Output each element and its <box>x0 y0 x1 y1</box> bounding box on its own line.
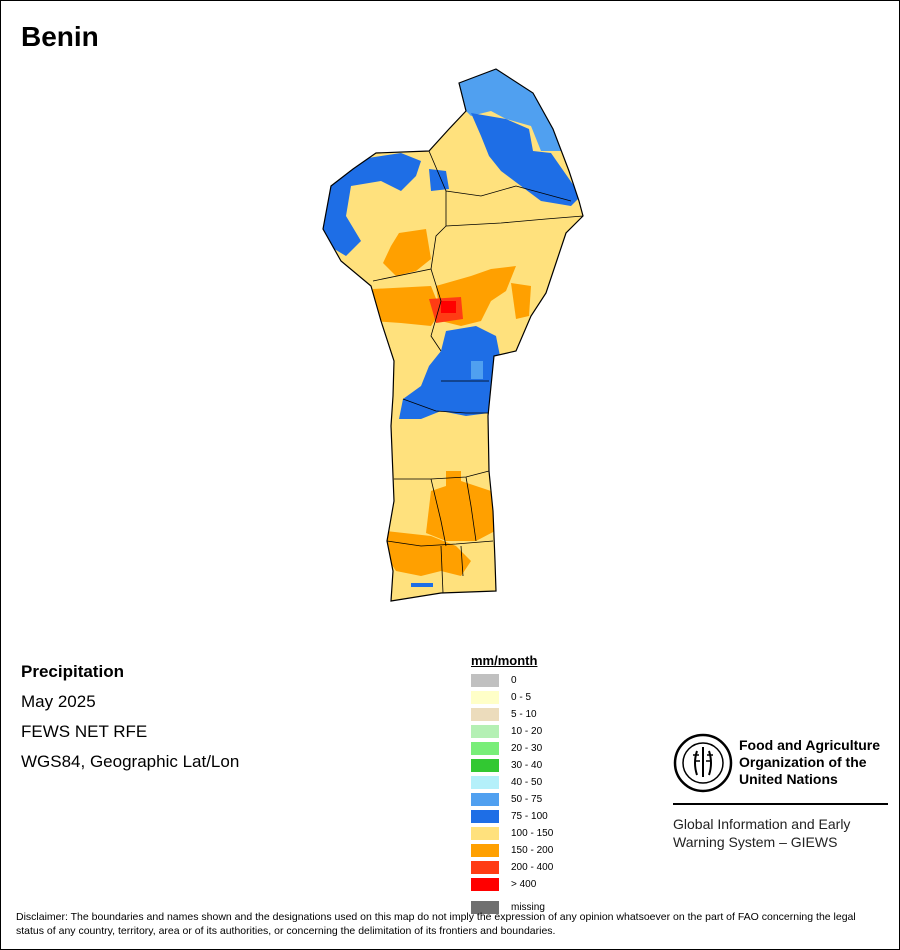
legend-swatch <box>471 827 499 840</box>
legend-title: mm/month <box>471 653 538 668</box>
legend-item: 30 - 40 <box>471 757 553 774</box>
legend-swatch <box>471 691 499 704</box>
legend-item: 5 - 10 <box>471 706 553 723</box>
legend-label: 10 - 20 <box>511 726 543 737</box>
legend-item: > 400 <box>471 876 553 893</box>
legend-label: 150 - 200 <box>511 845 554 856</box>
fao-logo-icon <box>673 733 733 793</box>
legend-label: missing <box>511 902 545 913</box>
legend-label: 100 - 150 <box>511 828 554 839</box>
legend-swatch <box>471 742 499 755</box>
legend-item: 100 - 150 <box>471 825 553 842</box>
legend-label: 50 - 75 <box>511 794 543 805</box>
rainfall-raster <box>323 69 583 601</box>
org-name: Food and Agriculture Organization of the… <box>739 737 899 788</box>
legend-swatch <box>471 901 499 914</box>
precipitation-map <box>322 68 584 602</box>
source-label: FEWS NET RFE <box>21 722 148 741</box>
org-name-line3: United Nations <box>739 771 838 787</box>
map-info: Precipitation May 2025 FEWS NET RFE WGS8… <box>21 657 239 777</box>
period-label: May 2025 <box>21 692 96 711</box>
legend-label: > 400 <box>511 879 537 890</box>
legend-swatch <box>471 878 499 891</box>
legend-item: 50 - 75 <box>471 791 553 808</box>
giews-line1: Global Information and Early <box>673 816 851 832</box>
org-name-line2: Organization of the <box>739 754 867 770</box>
legend-item: 75 - 100 <box>471 808 553 825</box>
legend-label: 75 - 100 <box>511 811 548 822</box>
legend-swatch <box>471 725 499 738</box>
disclaimer: Disclaimer: The boundaries and names sho… <box>16 911 856 937</box>
org-name-line1: Food and Agriculture <box>739 737 881 753</box>
legend-label: 30 - 40 <box>511 760 543 771</box>
legend-swatch <box>471 776 499 789</box>
legend-swatch <box>471 844 499 857</box>
legend-item-missing: missing <box>471 899 553 916</box>
admin-boundaries <box>372 150 584 594</box>
legend-item: 0 <box>471 672 553 689</box>
legend-item: 20 - 30 <box>471 740 553 757</box>
legend-item: 150 - 200 <box>471 842 553 859</box>
legend-item: 0 - 5 <box>471 689 553 706</box>
legend-label: 200 - 400 <box>511 862 554 873</box>
legend-item: 10 - 20 <box>471 723 553 740</box>
legend-label: 40 - 50 <box>511 777 543 788</box>
legend-item: 40 - 50 <box>471 774 553 791</box>
legend-swatch <box>471 861 499 874</box>
projection-label: WGS84, Geographic Lat/Lon <box>21 752 240 771</box>
giews-line2: Warning System – GIEWS <box>673 834 838 850</box>
legend: mm/month 0 0 - 5 5 - 10 10 - 20 20 - 30 30 - … <box>471 653 553 916</box>
legend-item: 200 - 400 <box>471 859 553 876</box>
legend-swatch <box>471 793 499 806</box>
variable-label: Precipitation <box>21 662 124 681</box>
legend-swatch <box>471 674 499 687</box>
legend-label: 20 - 30 <box>511 743 543 754</box>
legend-label: 5 - 10 <box>511 709 537 720</box>
legend-swatch <box>471 708 499 721</box>
legend-swatch <box>471 759 499 772</box>
giews-label: Global Information and Early Warning Sys… <box>673 815 888 851</box>
legend-label: 0 <box>511 675 517 686</box>
legend-swatch <box>471 810 499 823</box>
map-title: Benin <box>21 21 99 52</box>
divider <box>673 803 888 805</box>
legend-label: 0 - 5 <box>511 692 532 703</box>
